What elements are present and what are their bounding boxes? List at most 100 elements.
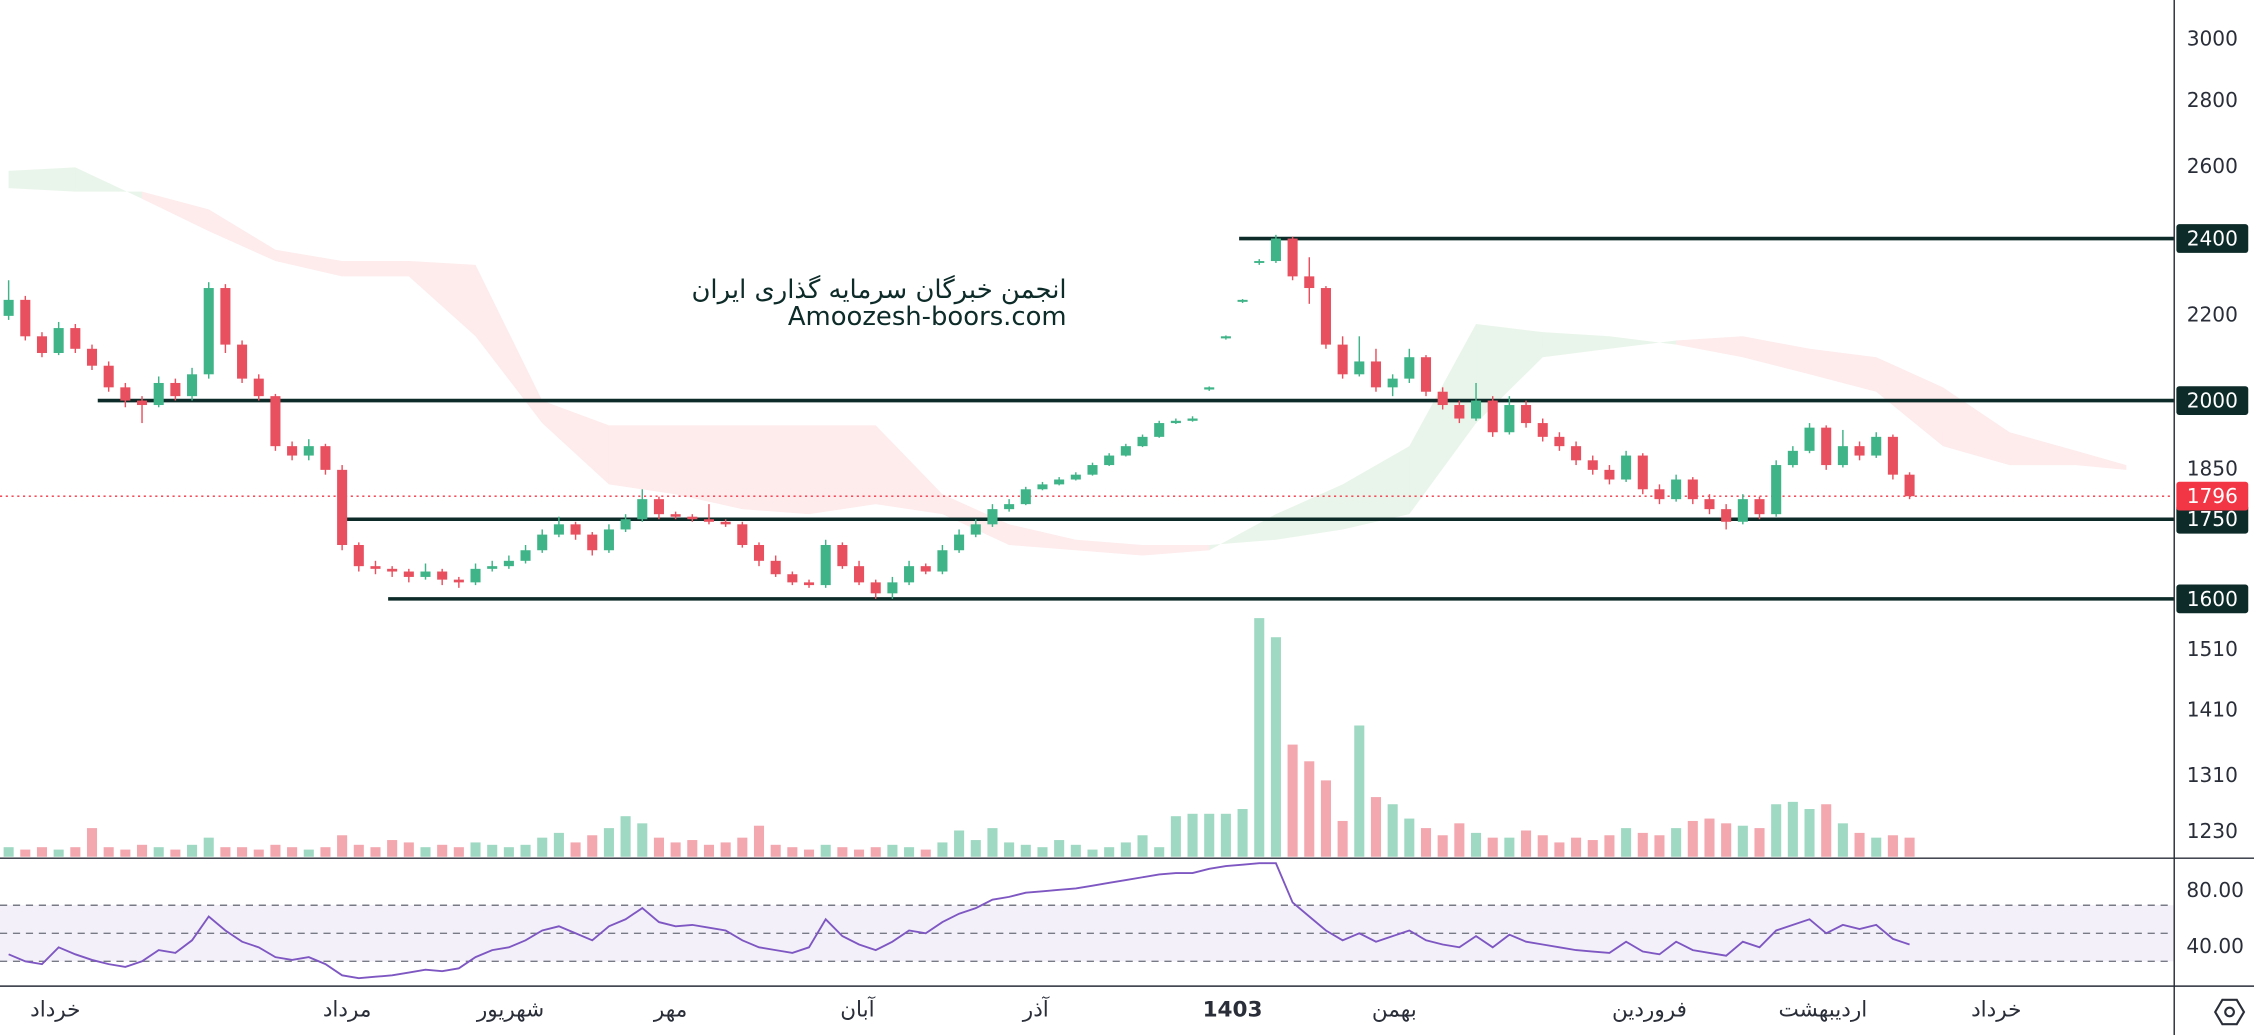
candle-body <box>1887 436 1898 475</box>
candle-body <box>1854 446 1865 456</box>
volume-bar <box>603 828 614 857</box>
candle-body <box>437 571 448 580</box>
volume-bar <box>753 825 765 857</box>
candle-body <box>637 499 648 520</box>
volume-bar <box>1687 820 1698 857</box>
candle-body <box>1337 344 1348 375</box>
candle-body <box>570 524 581 535</box>
candle-body <box>1554 436 1565 447</box>
candle-body <box>1470 400 1482 419</box>
volume-bar <box>887 844 898 857</box>
x-tick-label: شهریور <box>476 998 544 1023</box>
volume-bar <box>687 840 698 857</box>
ichimoku-cloud <box>742 425 810 515</box>
candle-body <box>1837 446 1848 466</box>
candle-body <box>1537 423 1548 437</box>
x-tick-label: اردیبهشت <box>1778 998 1867 1023</box>
volume-bar <box>303 849 314 857</box>
volume-bar <box>387 840 398 857</box>
ichimoku-cloud <box>608 425 676 495</box>
volume-bar <box>1387 804 1398 857</box>
candle-body <box>70 328 81 349</box>
y-tick-label: 1230 <box>2187 819 2238 843</box>
volume-bar <box>487 844 498 857</box>
level-label: 1600 <box>2187 587 2238 611</box>
volume-bar <box>470 842 481 857</box>
rsi-tick-label: 80.00 <box>2186 878 2244 902</box>
volume-bar <box>220 847 231 857</box>
y-tick-label: 2200 <box>2187 302 2238 326</box>
candle-body <box>1187 418 1198 421</box>
candle-body <box>1821 427 1832 466</box>
ichimoku-cloud <box>542 400 609 485</box>
candle-body <box>1437 391 1448 406</box>
candle-body <box>920 566 931 572</box>
volume-bar <box>553 832 564 857</box>
ichimoku-cloud <box>1009 524 1076 551</box>
candle-body <box>1370 361 1382 388</box>
volume-bar <box>1671 828 1682 857</box>
candle-body <box>1654 489 1665 500</box>
settings-icon[interactable] <box>2213 998 2246 1026</box>
candle-body <box>1871 436 1882 456</box>
candle-body <box>1637 455 1648 490</box>
candle-body <box>20 299 31 337</box>
volume-bar <box>1020 844 1031 857</box>
candle-body <box>103 365 114 388</box>
volume-bar <box>1571 837 1582 857</box>
volume-bar <box>20 849 31 857</box>
candle-body <box>353 544 364 567</box>
volume-bar <box>703 844 715 857</box>
volume-bar <box>1887 835 1898 857</box>
ichimoku-cloud <box>8 167 76 192</box>
volume-bar <box>1521 830 1532 857</box>
volume-bar <box>1854 832 1865 857</box>
candle-body <box>854 566 865 583</box>
volume-bar <box>820 844 831 857</box>
candle-body <box>1621 455 1632 480</box>
candle-body <box>403 571 414 577</box>
candle-body <box>1120 446 1131 456</box>
volume-bar <box>1287 744 1298 857</box>
ichimoku-layer <box>8 167 2127 556</box>
ichimoku-cloud <box>675 425 743 510</box>
candle-body <box>737 524 748 545</box>
volume-bar <box>203 837 214 857</box>
level-label: 2000 <box>2187 389 2238 413</box>
candle-body <box>954 534 965 551</box>
x-tick-label: خرداد <box>1971 998 2021 1023</box>
volume-bar <box>103 847 114 857</box>
volume-bar <box>520 844 531 857</box>
volume-bar <box>1154 847 1165 857</box>
volume-bar <box>1437 835 1448 857</box>
volume-bar <box>1370 797 1382 857</box>
ichimoku-cloud <box>1942 387 2010 466</box>
ichimoku-cloud <box>2076 450 2127 470</box>
x-tick-label: فروردین <box>1612 998 1687 1023</box>
last-price-bg <box>2176 481 2249 511</box>
candle-body <box>1137 436 1148 447</box>
volume-bar <box>1254 618 1265 857</box>
volume-bar <box>1487 837 1498 857</box>
y-tick-label: 3000 <box>2187 27 2238 51</box>
volume-bar <box>3 847 14 857</box>
volume-bar <box>1771 804 1782 857</box>
ichimoku-cloud <box>275 249 343 277</box>
volume-bar <box>70 847 81 857</box>
volume-bar <box>670 842 681 857</box>
volume-bar <box>1137 835 1148 857</box>
candle-body <box>120 387 131 401</box>
volume-bar <box>854 849 865 857</box>
candle-body <box>1270 238 1281 262</box>
candle-body <box>237 344 248 379</box>
candle-body <box>1904 474 1915 497</box>
volume-bar <box>1871 837 1882 857</box>
level-label: 2400 <box>2187 226 2238 250</box>
candle-body <box>1704 499 1715 510</box>
candle-body <box>1004 504 1015 510</box>
volume-bar <box>1037 847 1048 857</box>
candle-body <box>337 469 348 545</box>
ichimoku-cloud <box>342 261 409 277</box>
volume-bar <box>1304 761 1315 857</box>
